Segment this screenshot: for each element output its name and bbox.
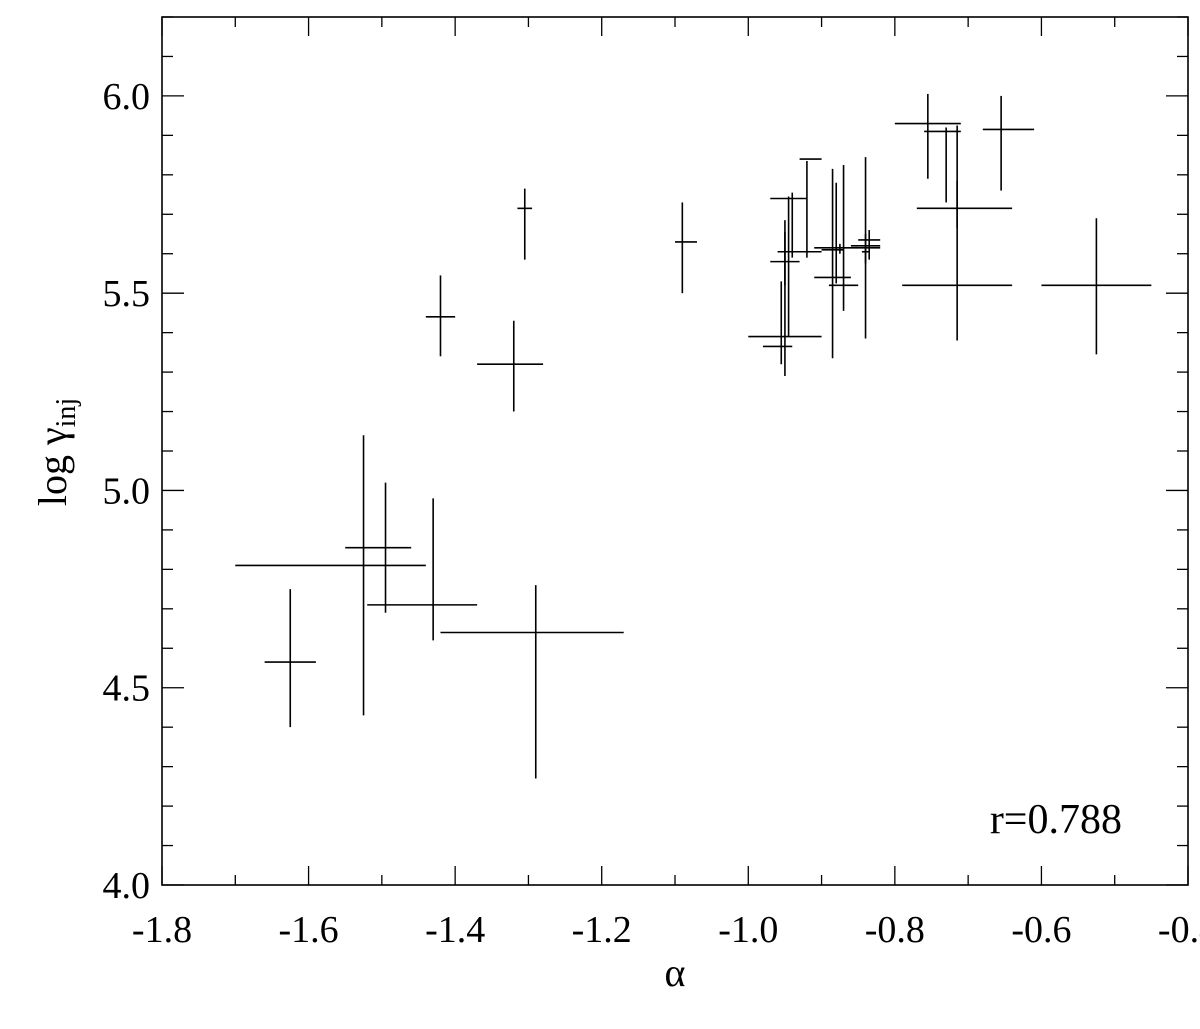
data-point bbox=[440, 585, 624, 779]
data-point bbox=[902, 125, 1013, 341]
y-axis-label-main: log γ bbox=[30, 427, 75, 506]
x-tick-label: -0.4 bbox=[1158, 909, 1200, 951]
data-point bbox=[894, 93, 961, 179]
data-point bbox=[477, 320, 544, 412]
data-point bbox=[770, 220, 800, 286]
data-point bbox=[1041, 218, 1152, 355]
x-tick-label: -1.4 bbox=[425, 909, 485, 951]
data-point bbox=[858, 230, 881, 260]
correlation-annotation: r=0.788 bbox=[990, 797, 1122, 843]
data-point bbox=[770, 192, 807, 258]
y-tick-label: 5.0 bbox=[103, 470, 151, 512]
y-tick-label: 6.0 bbox=[103, 76, 151, 118]
x-tick-label: -0.6 bbox=[1011, 909, 1071, 951]
data-point bbox=[924, 127, 961, 203]
data-point bbox=[367, 498, 478, 641]
y-tick-label: 4.0 bbox=[103, 865, 151, 907]
y-axis-label-sub: inj bbox=[51, 398, 82, 428]
data-point bbox=[235, 435, 426, 716]
x-tick-label: -1.6 bbox=[278, 909, 338, 951]
data-point bbox=[762, 281, 793, 365]
axis-ticks: -1.8 -1.6 -1.4 -1.2 -1.0 -0.8 -0.6 -0.4 4.0 4.5 5.… bbox=[103, 16, 1200, 951]
data-point bbox=[517, 188, 533, 260]
x-tick-label: -0.8 bbox=[865, 909, 925, 951]
data-point bbox=[777, 196, 822, 337]
x-tick-label: -1.2 bbox=[572, 909, 632, 951]
data-point bbox=[425, 275, 456, 357]
data-points bbox=[235, 93, 1152, 779]
data-point bbox=[828, 164, 859, 311]
x-axis-label: α bbox=[665, 950, 686, 995]
plot-frame bbox=[161, 16, 1189, 886]
data-point bbox=[982, 95, 1035, 191]
x-tick-label: -1.8 bbox=[132, 909, 192, 951]
x-tick-label: -1.0 bbox=[718, 909, 778, 951]
data-point bbox=[821, 168, 844, 359]
data-point bbox=[814, 182, 851, 284]
data-point bbox=[861, 157, 870, 339]
data-point bbox=[675, 202, 697, 294]
data-point bbox=[916, 180, 1013, 229]
y-tick-label: 4.5 bbox=[103, 668, 151, 710]
data-point bbox=[345, 482, 412, 613]
y-tick-label: 5.5 bbox=[103, 273, 151, 315]
data-point bbox=[264, 589, 316, 728]
data-point bbox=[799, 158, 822, 258]
y-axis-label: log γinj bbox=[30, 398, 82, 506]
